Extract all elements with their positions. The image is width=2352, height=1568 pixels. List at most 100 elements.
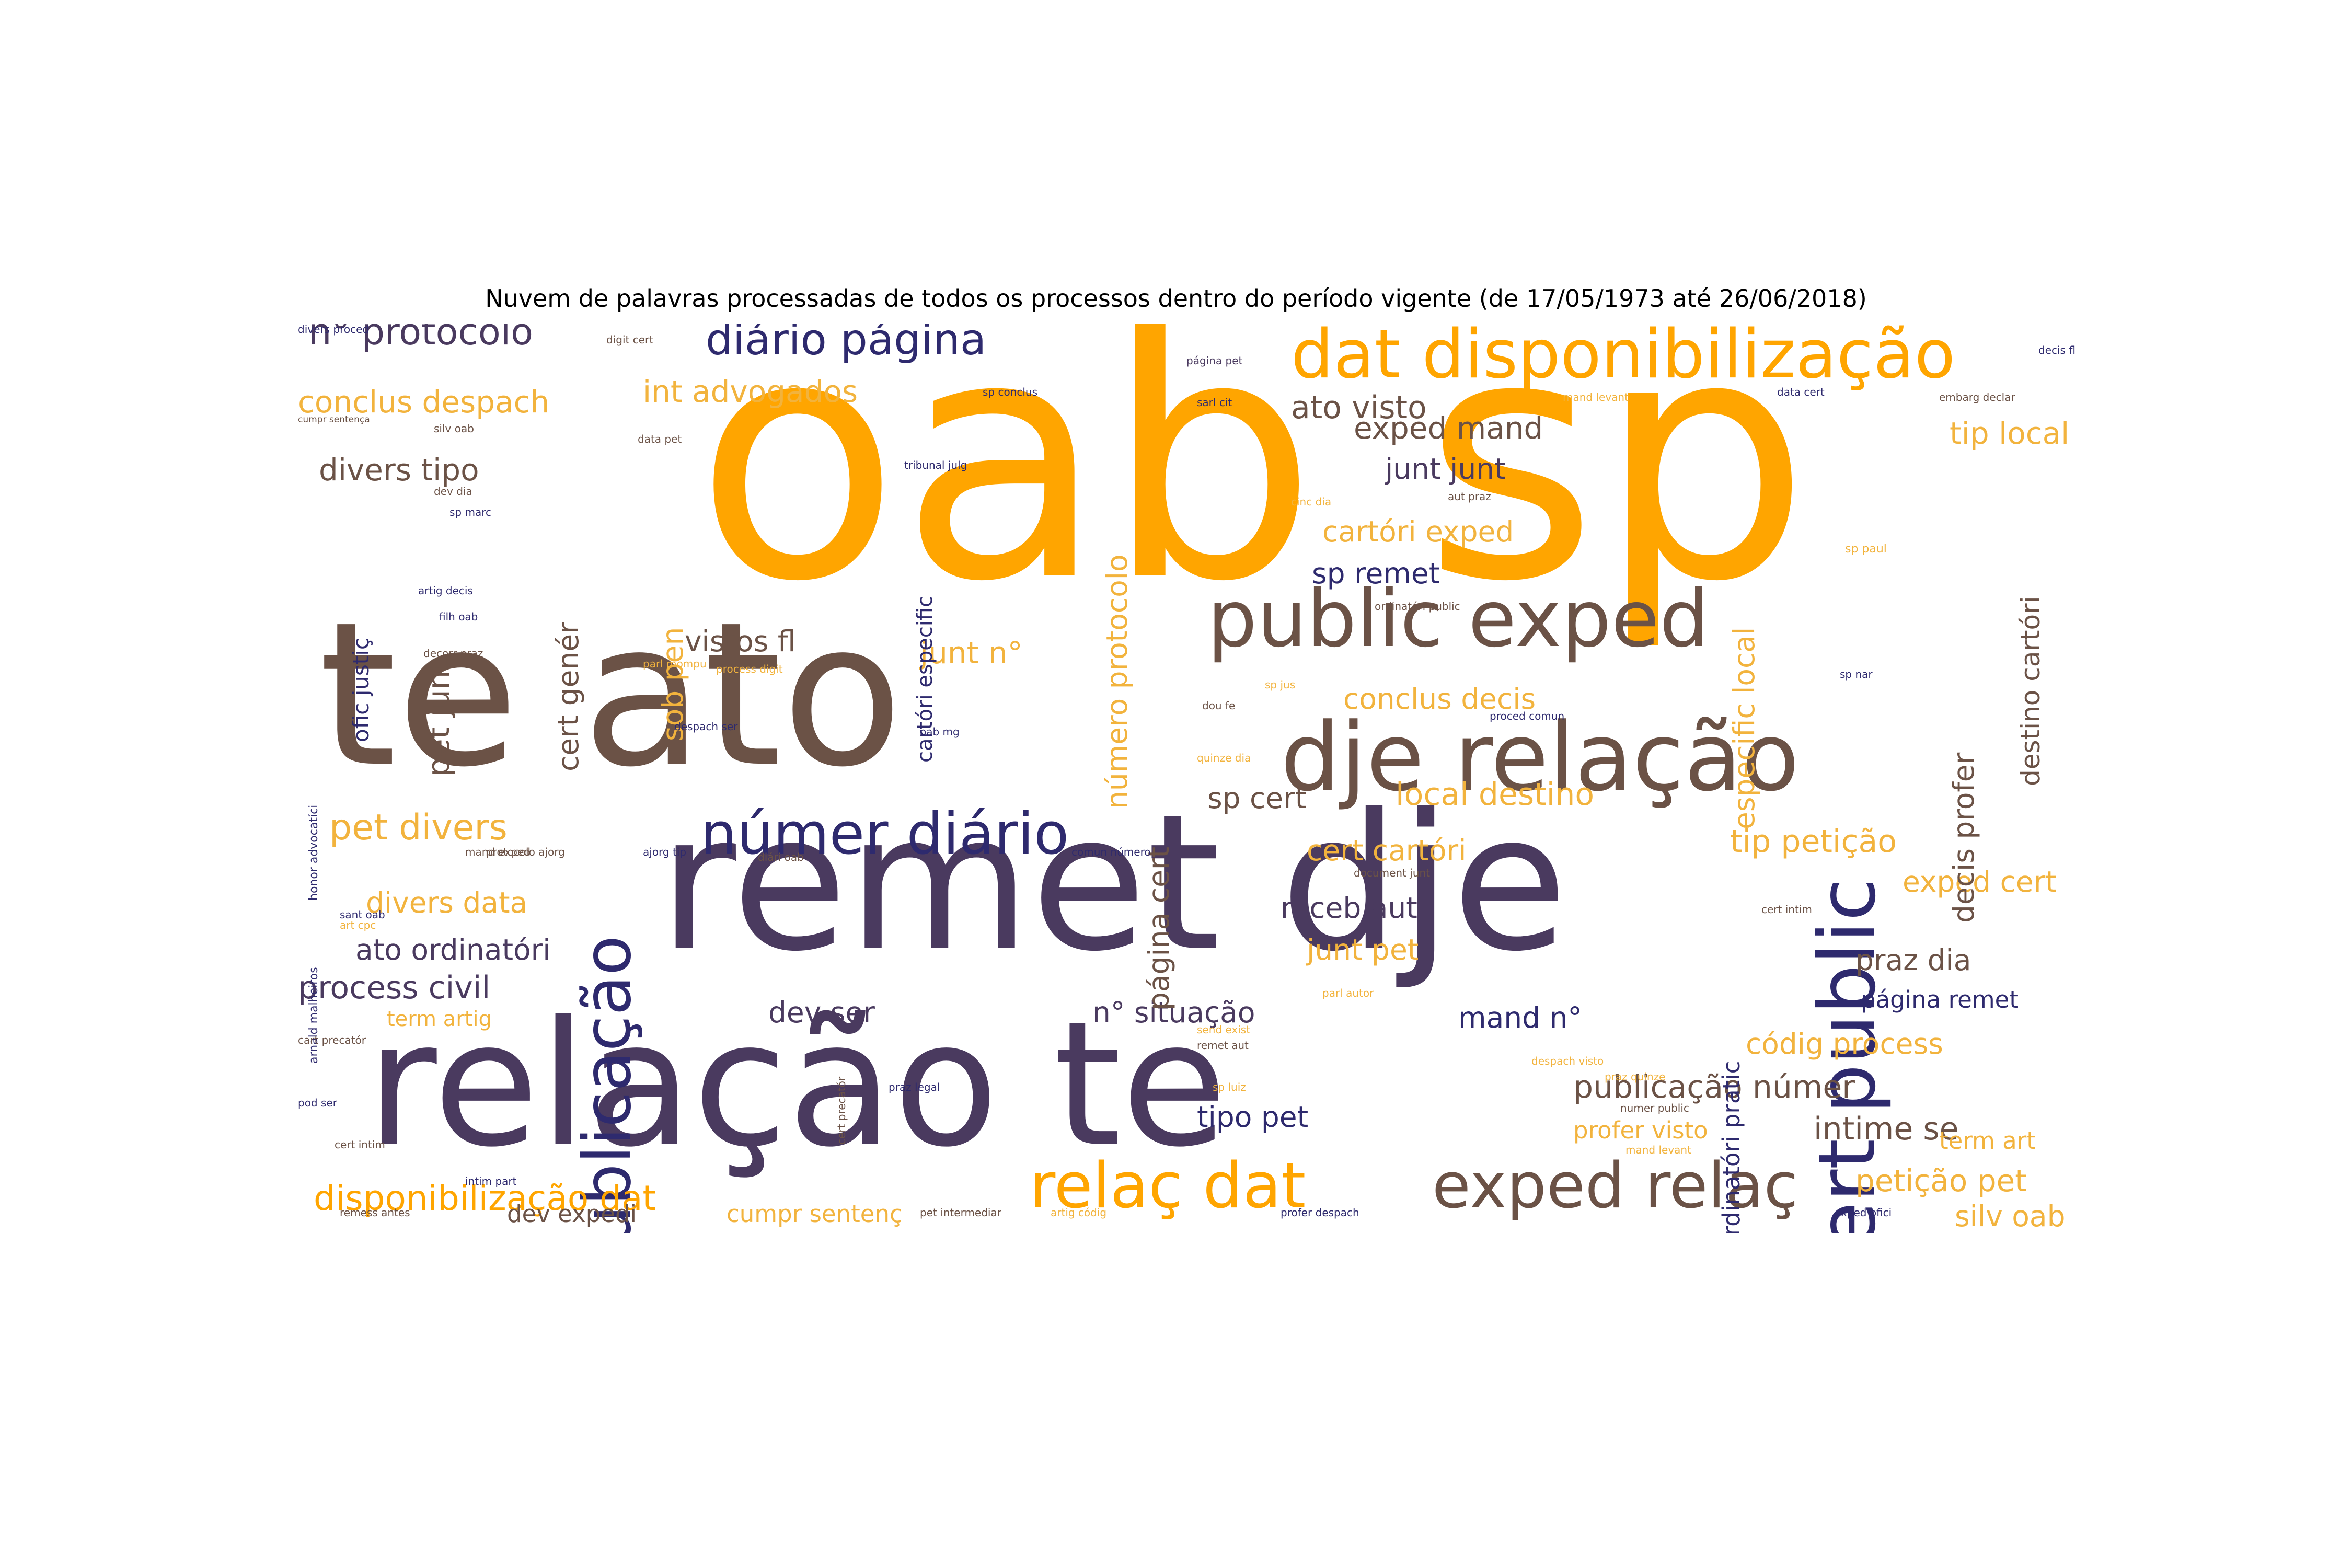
cloud-word: cert genér [551, 622, 585, 771]
cloud-word: conclus despach [298, 384, 550, 420]
cloud-word: ordinatóri public [1375, 600, 1460, 613]
cloud-word: artig decis [418, 584, 473, 597]
cloud-word: diário página [706, 324, 987, 365]
cloud-word: sp cert [1207, 781, 1307, 815]
cloud-word: cert precatór [835, 1076, 848, 1145]
cloud-word: sarl cit [1197, 396, 1232, 409]
cloud-word: silv oab [434, 422, 474, 435]
cloud-word: junt junt [1385, 452, 1506, 486]
cloud-word: cumpr sentença [298, 414, 370, 425]
cloud-word: dev ser [768, 996, 875, 1029]
cloud-word: parl mompu [643, 658, 707, 670]
cloud-word: intime se [1814, 1111, 1959, 1147]
cloud-word: document junt [1354, 867, 1431, 879]
cloud-word: sp luiz [1213, 1081, 1246, 1093]
cloud-word: parl autor [1322, 987, 1374, 999]
cloud-word: numer public [1620, 1102, 1689, 1114]
cloud-word: cumpr sentenç [727, 1200, 903, 1228]
page-title: Nuvem de palavras processadas de todos o… [485, 284, 1867, 313]
cloud-word: dat disponibilização [1291, 324, 1955, 394]
cloud-word: junt pet [1307, 933, 1419, 966]
cloud-word: dou fe [1202, 699, 1236, 712]
cloud-word: cart precatór [298, 1034, 366, 1046]
cloud-word: artig códig [1051, 1206, 1107, 1219]
cloud-word: ato visto [1291, 389, 1427, 426]
cloud-word: sant oab [340, 908, 385, 921]
cloud-word: remet dje [659, 774, 1568, 993]
cloud-word: sp paul [1845, 543, 1887, 556]
cloud-word: mand levant [1563, 391, 1629, 403]
cloud-word: process digit [716, 663, 783, 675]
cloud-word: data pet [638, 433, 682, 445]
cloud-word: página remet [1861, 986, 2019, 1013]
cloud-word: tipo pet [1197, 1100, 1309, 1134]
cloud-word: exped mand [1354, 410, 1543, 446]
cloud-word: vistos fl [685, 625, 796, 658]
cloud-word: pet intermediar [920, 1206, 1001, 1219]
cloud-word: public exped [1207, 574, 1710, 665]
cloud-word: divers proced [298, 324, 370, 336]
cloud-word: oab mg [920, 725, 960, 738]
cloud-word: receb aut [1281, 891, 1417, 925]
cloud-word: sp jus [1265, 678, 1296, 691]
cloud-word: ofic justiç [348, 638, 374, 742]
cloud-word: exped cert [1903, 865, 2057, 898]
cloud-word: disponibilização dat [314, 1178, 656, 1218]
cloud-word: página cert [1142, 846, 1175, 1010]
cloud-word: pet divers [329, 807, 508, 848]
cloud-word: códig process [1746, 1027, 1943, 1060]
cloud-word: pet junt [421, 658, 456, 777]
cloud-word: remet aut [1197, 1039, 1249, 1052]
cloud-word: despach visto [1531, 1055, 1604, 1067]
cloud-word: exped ofici [1835, 1206, 1892, 1219]
cloud-word: relação te [366, 984, 1228, 1185]
cloud-word: tribunal julg [904, 459, 967, 471]
cloud-word: mand n° [1458, 1001, 1582, 1034]
cloud-word: sp conclus [983, 386, 1038, 398]
cloud-word: especific local [1727, 627, 1761, 829]
cloud-word: divers data [366, 886, 528, 919]
cloud-word: divers tipo [319, 452, 479, 488]
cloud-word: data cert [1777, 386, 1825, 398]
cloud-word: proced comun [1490, 710, 1565, 722]
cloud-word: ajorg tip [643, 846, 687, 858]
cloud-word: dje relação [1281, 703, 1800, 812]
cloud-word: cert cartóri [1307, 834, 1467, 867]
cloud-word: int advogados [643, 374, 858, 409]
cloud-word: página pet [1186, 354, 1243, 367]
cloud-word: ordinatóri pratic [1717, 1060, 1745, 1233]
cloud-word: quinze dia [1197, 752, 1251, 764]
cloud-word: embarg declar [1939, 391, 2015, 403]
cloud-word: decis profer [1947, 752, 1980, 923]
cloud-word: dev dia [434, 485, 472, 498]
cloud-word: conclus decis [1343, 682, 1536, 716]
cloud-word: cartóri exped [1322, 515, 1514, 548]
word-cloud: oab sp te ato remet dje relação te dje relaç… [298, 324, 2101, 1233]
cloud-word: despach ser [674, 720, 738, 733]
cloud-word: junt n° [920, 635, 1023, 671]
cloud-word: profer despach [1281, 1206, 1359, 1219]
cloud-word: profer visto [1573, 1116, 1708, 1144]
cloud-word: diári oab [758, 851, 804, 863]
cloud-word: aut praz [1448, 490, 1491, 503]
cloud-word: remess antes [340, 1206, 410, 1219]
cloud-word: tip petição [1730, 823, 1897, 860]
cloud-word: ato ordinatóri [355, 933, 551, 966]
cloud-word: send exist [1197, 1023, 1251, 1036]
cloud-word: filh oab [439, 610, 478, 623]
cloud-word: sp remet [1312, 557, 1440, 590]
cloud-word: art cpc [340, 919, 376, 931]
cloud-word: cert intim [1761, 903, 1812, 916]
cloud-word: te ato [319, 579, 903, 811]
cloud-word: intim part [465, 1175, 517, 1187]
cloud-word: term art [1939, 1127, 2036, 1155]
cloud-word: process civil [298, 970, 491, 1006]
cloud-word: destino cartóri [2015, 596, 2046, 786]
cloud-word: petição pet [1855, 1163, 2027, 1198]
cloud-word: comun número [1071, 846, 1151, 858]
cloud-word: praz legal [889, 1081, 940, 1093]
cloud-word: publicação númer [1573, 1069, 1855, 1105]
cloud-word: exped relaç [1432, 1150, 1798, 1223]
cloud-word: digit cert [606, 333, 654, 346]
cloud-word: decis fl [2038, 344, 2076, 356]
